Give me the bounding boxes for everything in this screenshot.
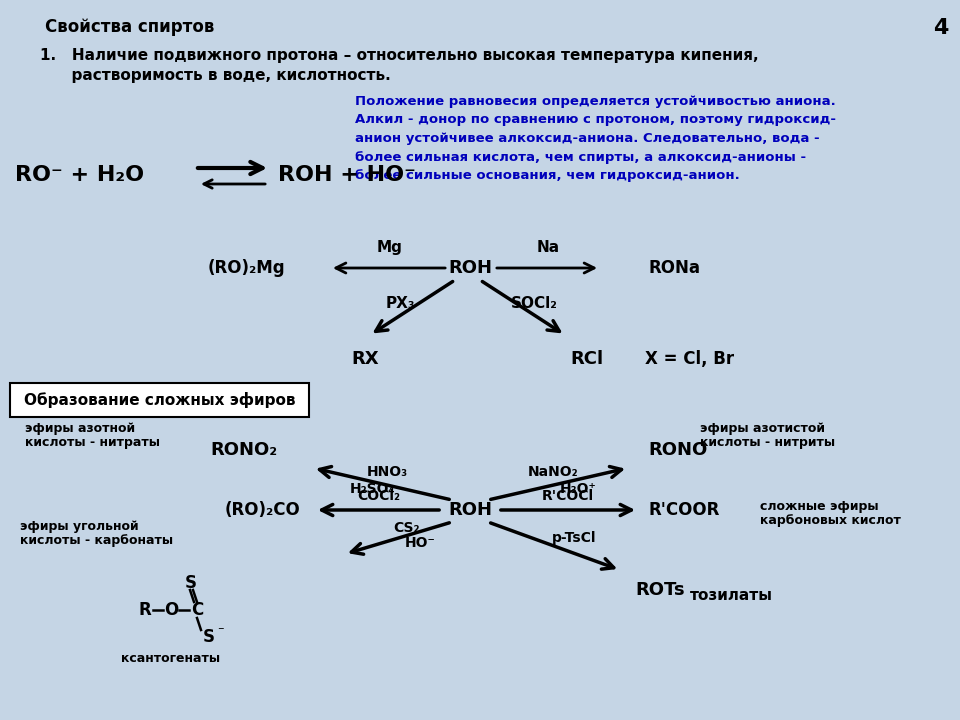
Text: H₃O⁺: H₃O⁺ bbox=[560, 482, 596, 496]
Text: HO⁻: HO⁻ bbox=[405, 536, 436, 550]
Text: CS₂: CS₂ bbox=[394, 521, 420, 535]
Text: (RO)₂CO: (RO)₂CO bbox=[225, 501, 300, 519]
Text: H₂SO₄: H₂SO₄ bbox=[349, 482, 396, 496]
Text: RCl: RCl bbox=[570, 350, 603, 368]
Text: ROTs: ROTs bbox=[635, 581, 684, 599]
Text: R'COCl: R'COCl bbox=[542, 489, 594, 503]
Text: ROH: ROH bbox=[448, 259, 492, 277]
Text: ксантогенаты: ксантогенаты bbox=[121, 652, 221, 665]
Text: Образование сложных эфиров: Образование сложных эфиров bbox=[24, 392, 296, 408]
Text: кислоты - карбонаты: кислоты - карбонаты bbox=[20, 534, 173, 547]
Text: COCl₂: COCl₂ bbox=[357, 489, 400, 503]
Text: Na: Na bbox=[537, 240, 560, 255]
Text: RONO: RONO bbox=[648, 441, 708, 459]
Text: эфиры азотной: эфиры азотной bbox=[25, 422, 135, 435]
Text: 4: 4 bbox=[932, 18, 948, 38]
Text: NaNO₂: NaNO₂ bbox=[528, 465, 578, 479]
Text: R: R bbox=[138, 601, 152, 619]
Text: (RO)₂Mg: (RO)₂Mg bbox=[207, 259, 285, 277]
Text: тозилаты: тозилаты bbox=[690, 588, 773, 603]
Text: RONa: RONa bbox=[648, 259, 700, 277]
Text: O: O bbox=[164, 601, 179, 619]
Text: PX₃: PX₃ bbox=[385, 295, 415, 310]
Text: Свойства спиртов: Свойства спиртов bbox=[45, 18, 214, 36]
Text: R'COOR: R'COOR bbox=[648, 501, 719, 519]
Text: эфиры азотистой: эфиры азотистой bbox=[700, 422, 825, 435]
Text: эфиры угольной: эфиры угольной bbox=[20, 520, 138, 533]
FancyBboxPatch shape bbox=[10, 383, 309, 417]
Text: X = Cl, Br: X = Cl, Br bbox=[645, 350, 734, 368]
Text: кислоты - нитриты: кислоты - нитриты bbox=[700, 436, 835, 449]
Text: 1.   Наличие подвижного протона – относительно высокая температура кипения,: 1. Наличие подвижного протона – относите… bbox=[40, 48, 758, 63]
Text: карбоновых кислот: карбоновых кислот bbox=[760, 514, 900, 527]
Text: ROH: ROH bbox=[448, 501, 492, 519]
Text: RO⁻ + H₂O: RO⁻ + H₂O bbox=[15, 165, 144, 185]
Text: Положение равновесия определяется устойчивостью аниона.
Алкил - донор по сравнен: Положение равновесия определяется устойч… bbox=[355, 95, 836, 182]
Text: S: S bbox=[203, 628, 215, 646]
Text: C: C bbox=[191, 601, 204, 619]
Text: S: S bbox=[185, 574, 197, 592]
Text: растворимость в воде, кислотность.: растворимость в воде, кислотность. bbox=[40, 68, 391, 83]
Text: SOCl₂: SOCl₂ bbox=[511, 295, 558, 310]
Text: RX: RX bbox=[351, 350, 379, 368]
Text: HNO₃: HNO₃ bbox=[367, 465, 408, 479]
Text: ROH + HO⁻: ROH + HO⁻ bbox=[278, 165, 416, 185]
Text: p-TsCl: p-TsCl bbox=[552, 531, 596, 545]
Text: Mg: Mg bbox=[377, 240, 403, 255]
Text: кислоты - нитраты: кислоты - нитраты bbox=[25, 436, 160, 449]
Text: ⁻: ⁻ bbox=[217, 626, 224, 639]
Text: RONO₂: RONO₂ bbox=[211, 441, 278, 459]
Text: сложные эфиры: сложные эфиры bbox=[760, 500, 878, 513]
